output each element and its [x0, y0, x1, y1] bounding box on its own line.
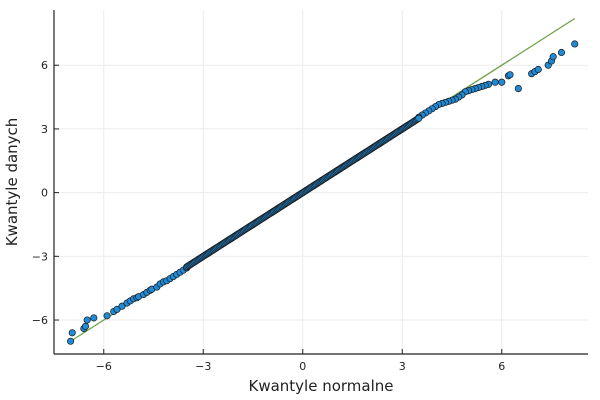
- data-point: [415, 114, 423, 122]
- axes: [53, 10, 588, 355]
- y-tick-label: −6: [32, 314, 48, 327]
- y-tick-label: 3: [41, 123, 48, 136]
- data-point: [557, 48, 566, 57]
- data-point: [118, 302, 126, 310]
- data-point: [67, 337, 75, 345]
- data-point: [506, 71, 514, 79]
- x-axis-title: Kwantyle normalne: [248, 377, 393, 395]
- data-point: [81, 322, 90, 330]
- y-tick-label: 0: [41, 187, 48, 200]
- x-tick-label: 0: [299, 360, 306, 373]
- data-point: [498, 78, 506, 86]
- x-tick-label: −3: [195, 360, 211, 373]
- data-point: [103, 312, 111, 320]
- data-point: [68, 329, 76, 337]
- data-points: [67, 40, 579, 345]
- data-point: [534, 65, 542, 74]
- data-point: [90, 314, 98, 322]
- x-tick-label: 6: [498, 360, 505, 373]
- x-ticks: −6 −3 0 3 6: [96, 349, 505, 373]
- data-point: [514, 85, 522, 93]
- y-tick-label: 6: [41, 59, 48, 72]
- data-point: [83, 316, 91, 324]
- x-tick-label: 3: [399, 360, 406, 373]
- y-ticks: −6 −3 0 3 6: [32, 59, 59, 327]
- y-tick-label: −3: [32, 250, 48, 263]
- data-point: [113, 305, 121, 313]
- y-axis-title: Kwantyle danych: [3, 118, 21, 247]
- data-point: [491, 78, 499, 86]
- grid: [54, 10, 588, 354]
- data-point: [549, 53, 557, 61]
- data-point: [571, 40, 579, 48]
- x-tick-label: −6: [96, 360, 112, 373]
